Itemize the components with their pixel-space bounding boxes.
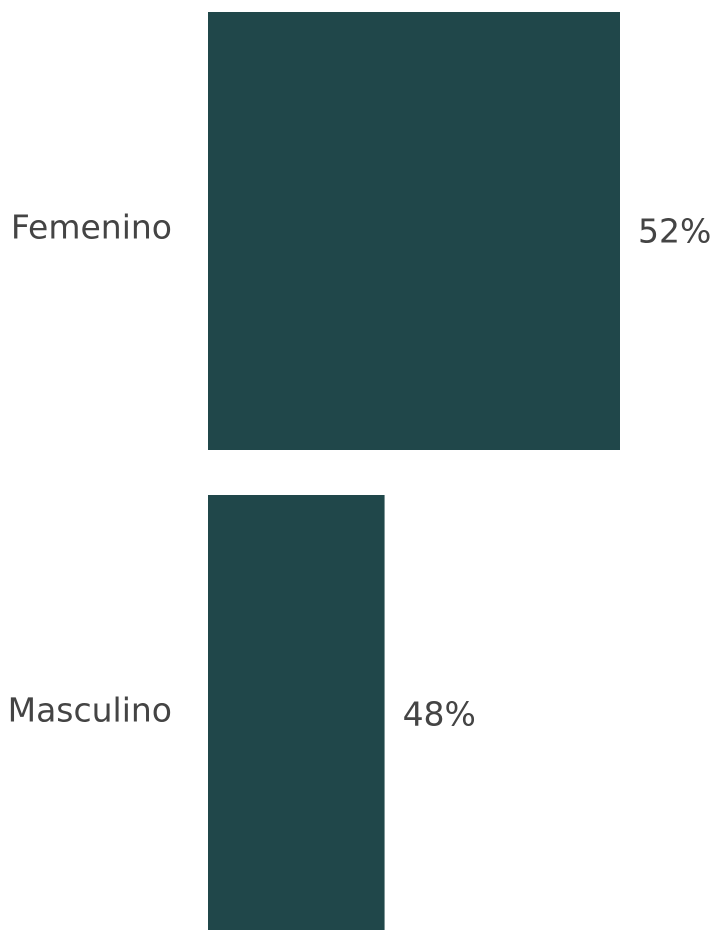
bar — [208, 495, 385, 930]
category-label: Masculino — [8, 691, 172, 730]
category-label: Femenino — [11, 208, 172, 247]
value-label: 48% — [403, 695, 476, 734]
bar — [208, 12, 620, 450]
value-label: 52% — [638, 212, 711, 251]
